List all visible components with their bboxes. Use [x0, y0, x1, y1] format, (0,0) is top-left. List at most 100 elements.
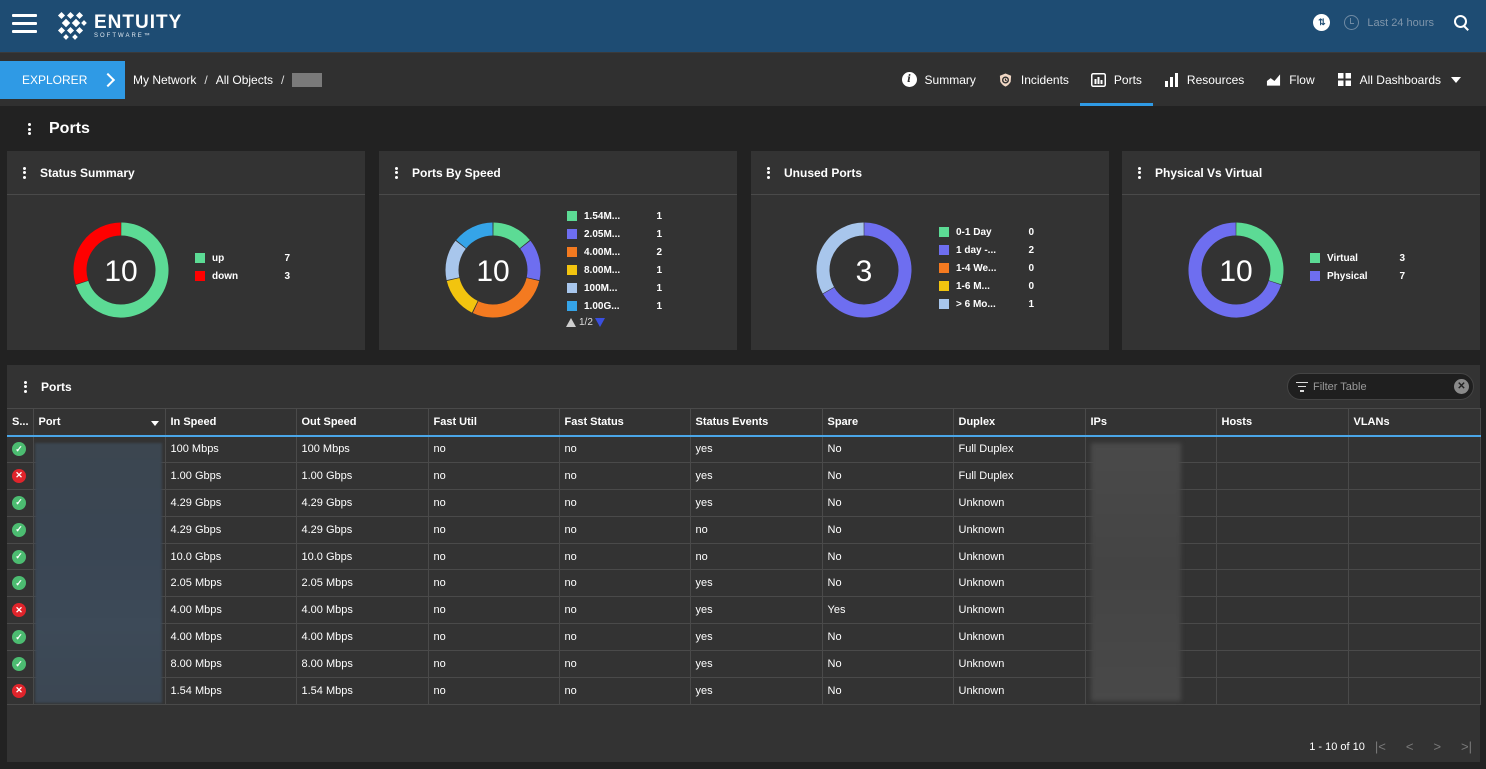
sort-desc-icon[interactable]	[150, 421, 159, 426]
column-header-status[interactable]: S...	[7, 408, 34, 437]
clock-icon[interactable]	[1344, 15, 1360, 30]
table-row[interactable]: ✓ 4.00 Mbps 4.00 Mbps no no yes No Unknown	[7, 623, 1481, 652]
legend-label: Physical	[1327, 270, 1368, 282]
cell-status: ✕	[7, 677, 34, 705]
search-icon[interactable]	[1454, 14, 1470, 31]
column-header-fast-util[interactable]: Fast Util	[428, 408, 560, 437]
legend-label: > 6 Mo...	[956, 298, 996, 310]
menu-icon[interactable]	[12, 14, 37, 34]
status-down-icon: ✕	[12, 683, 26, 698]
donut-segment[interactable]	[492, 222, 530, 249]
table-row[interactable]: ✕ 4.00 Mbps 4.00 Mbps no no yes Yes Unknown	[7, 596, 1481, 625]
widget-physical-vs-virtual: Physical Vs Virtual 10 Virtual 3 Physical 7	[1122, 151, 1480, 350]
donut-segment[interactable]	[816, 222, 865, 294]
legend-item[interactable]: 1.54M... 1	[567, 207, 662, 225]
next-page-icon[interactable]: >	[1433, 739, 1442, 754]
legend-value: 1	[656, 282, 662, 294]
widget-menu-icon[interactable]	[767, 166, 770, 179]
legend-item[interactable]: 100M... 1	[567, 279, 662, 297]
tab-ports[interactable]: Ports	[1079, 53, 1153, 106]
breadcrumb-all-objects[interactable]: All Objects	[215, 73, 274, 87]
status-donut-chart[interactable]: 10	[73, 222, 169, 318]
unused-donut-chart[interactable]: 3	[816, 222, 912, 318]
table-title: Ports	[41, 379, 72, 394]
widget-menu-icon[interactable]	[23, 166, 26, 179]
donut-segment[interactable]	[823, 222, 912, 318]
column-header-vlans[interactable]: VLANs	[1348, 408, 1481, 437]
tab-resources[interactable]: Resources	[1153, 53, 1255, 106]
column-header-port[interactable]: Port	[33, 408, 166, 437]
table-row[interactable]: ✕ 1.54 Mbps 1.54 Mbps no no yes No Unknown	[7, 677, 1481, 705]
column-header-duplex[interactable]: Duplex	[953, 408, 1086, 437]
cell-out-speed: 4.29 Gbps	[296, 516, 429, 544]
column-header-ips[interactable]: IPs	[1085, 408, 1217, 437]
explorer-button[interactable]: EXPLORER	[0, 61, 125, 99]
legend-item[interactable]: down 3	[195, 267, 290, 285]
first-page-icon[interactable]: |<	[1374, 739, 1386, 754]
donut-segment[interactable]	[445, 240, 467, 281]
donut-segment[interactable]	[1235, 222, 1284, 285]
donut-segment[interactable]	[73, 222, 122, 285]
timezone-icon[interactable]: ⇅	[1313, 14, 1331, 31]
legend-prev-icon[interactable]	[566, 318, 576, 327]
table-menu-icon[interactable]	[24, 380, 27, 393]
cell-duplex: Unknown	[953, 569, 1086, 598]
legend-item[interactable]: Virtual 3	[1310, 249, 1405, 267]
logo-mark-icon	[57, 11, 87, 40]
last-page-icon[interactable]: >|	[1461, 739, 1472, 754]
legend-item[interactable]: 2.05M... 1	[567, 225, 662, 243]
table-row[interactable]: ✓ 8.00 Mbps 8.00 Mbps no no yes No Unknown	[7, 650, 1481, 679]
prev-page-icon[interactable]: <	[1405, 739, 1414, 754]
widget-menu-icon[interactable]	[1138, 166, 1141, 179]
table-row[interactable]: ✓ 4.29 Gbps 4.29 Gbps no no yes No Unknown	[7, 489, 1481, 517]
legend-item[interactable]: 1 day -... 2	[939, 241, 1034, 259]
legend-next-icon[interactable]	[594, 318, 605, 327]
physical-virtual-donut-chart[interactable]: 10	[1188, 222, 1284, 318]
donut-segment[interactable]	[75, 222, 169, 318]
legend-item[interactable]: 4.00M... 2	[567, 243, 662, 261]
legend-item[interactable]: up 7	[195, 249, 290, 267]
legend-item[interactable]: 1-4 We... 0	[939, 259, 1034, 277]
status-up-icon: ✓	[12, 657, 26, 672]
breadcrumb: My Network / All Objects /	[133, 73, 323, 87]
column-header-in-speed[interactable]: In Speed	[165, 408, 297, 437]
table-row[interactable]: ✓ 100 Mbps 100 Mbps no no yes No Full Duplex	[7, 435, 1481, 463]
donut-segment[interactable]	[446, 277, 479, 313]
tab-all-dashboards[interactable]: All Dashboards	[1326, 53, 1472, 106]
cell-fast-status: no	[559, 543, 691, 571]
column-header-status-events[interactable]: Status Events	[690, 408, 823, 437]
column-header-hosts[interactable]: Hosts	[1216, 408, 1349, 437]
time-range[interactable]: Last 24 hours	[1367, 16, 1434, 29]
breadcrumb-my-network[interactable]: My Network	[133, 73, 197, 87]
filter-table-input[interactable]	[1313, 380, 1448, 393]
entuity-logo: ENTUITY SOFTWARE™	[56, 10, 182, 42]
legend-item[interactable]: 1.00G... 1	[567, 297, 662, 315]
cell-fast-status: no	[559, 596, 691, 625]
column-header-spare[interactable]: Spare	[822, 408, 954, 437]
page-menu-icon[interactable]	[28, 123, 31, 135]
donut-segment[interactable]	[472, 277, 540, 318]
legend-item[interactable]: 1-6 M... 0	[939, 277, 1034, 295]
pagination-summary: 1 - 10 of 10	[1309, 740, 1365, 753]
column-header-out-speed[interactable]: Out Speed	[296, 408, 429, 437]
widget-menu-icon[interactable]	[395, 166, 398, 179]
table-row[interactable]: ✕ 1.00 Gbps 1.00 Gbps no no yes No Full Duplex	[7, 462, 1481, 490]
chevron-down-icon[interactable]	[1451, 76, 1461, 83]
table-row[interactable]: ✓ 4.29 Gbps 4.29 Gbps no no no No Unknown	[7, 516, 1481, 544]
legend-item[interactable]: Physical 7	[1310, 267, 1405, 285]
donut-segment[interactable]	[519, 240, 541, 281]
donut-segment[interactable]	[1188, 222, 1282, 318]
legend-value: 3	[1399, 252, 1405, 264]
legend-item[interactable]: 8.00M... 1	[567, 261, 662, 279]
tab-incidents[interactable]: Incidents	[987, 53, 1080, 106]
column-header-fast-status[interactable]: Fast Status	[559, 408, 691, 437]
table-row[interactable]: ✓ 2.05 Mbps 2.05 Mbps no no yes No Unknown	[7, 569, 1481, 598]
donut-segment[interactable]	[456, 222, 494, 249]
tab-flow[interactable]: Flow	[1255, 53, 1325, 106]
clear-filter-icon[interactable]: ✕	[1454, 379, 1469, 394]
legend-item[interactable]: 0-1 Day 0	[939, 223, 1034, 241]
speed-donut-chart[interactable]: 10	[445, 222, 541, 318]
tab-summary[interactable]: i Summary	[891, 53, 987, 106]
table-row[interactable]: ✓ 10.0 Gbps 10.0 Gbps no no no No Unknown	[7, 543, 1481, 571]
legend-item[interactable]: > 6 Mo... 1	[939, 295, 1034, 313]
